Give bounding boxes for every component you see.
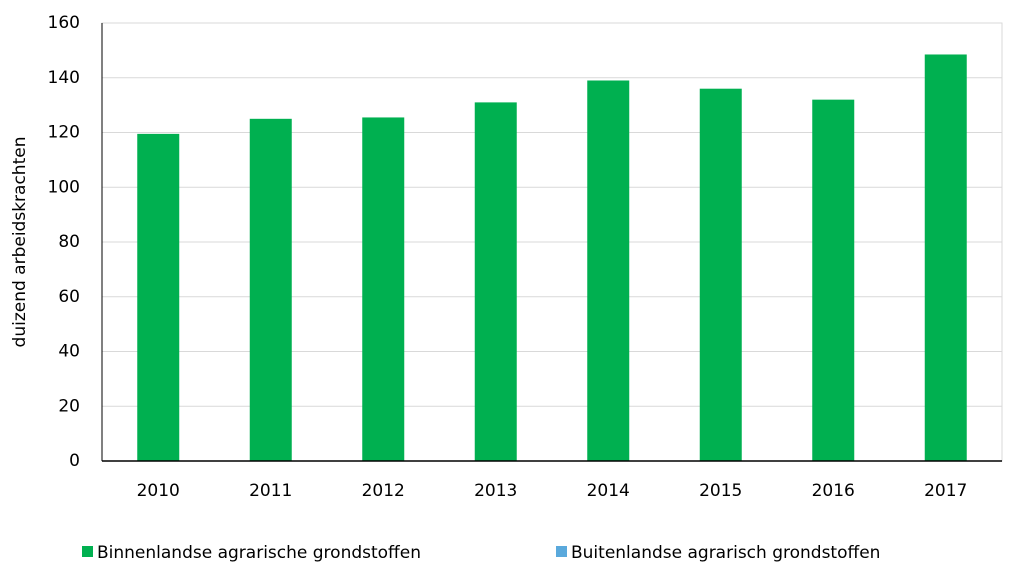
y-tick-label: 60 (58, 287, 80, 307)
bar (587, 80, 630, 462)
x-tick-label: 2011 (249, 481, 292, 501)
x-tick-label: 2016 (812, 481, 855, 501)
bar (924, 54, 967, 461)
y-tick-label: 40 (58, 342, 80, 362)
x-tick-label: 2012 (362, 481, 405, 501)
legend-label: Buitenlandse agrarisch grondstoffen (571, 543, 880, 563)
y-tick-label: 80 (58, 232, 80, 252)
y-tick-label: 20 (58, 396, 80, 416)
y-tick-label: 100 (48, 177, 80, 197)
legend-label: Binnenlandse agrarische grondstoffen (97, 543, 421, 563)
legend-swatch (556, 546, 567, 557)
legend-swatch (82, 546, 93, 557)
bar (699, 88, 742, 461)
x-tick-label: 2010 (137, 481, 180, 501)
y-axis-label: duizend arbeidskrachten (10, 137, 30, 348)
y-tick-label: 0 (69, 451, 80, 471)
bar (812, 99, 855, 462)
y-tick-label: 160 (48, 13, 80, 33)
bar (249, 118, 292, 461)
y-tick-label: 140 (48, 68, 80, 88)
bar (474, 102, 517, 461)
y-tick-label: 120 (48, 123, 80, 143)
bar (137, 133, 180, 461)
x-tick-label: 2015 (699, 481, 742, 501)
bar (362, 117, 405, 461)
x-tick-label: 2017 (924, 481, 967, 501)
x-tick-label: 2013 (474, 481, 517, 501)
x-tick-label: 2014 (587, 481, 630, 501)
